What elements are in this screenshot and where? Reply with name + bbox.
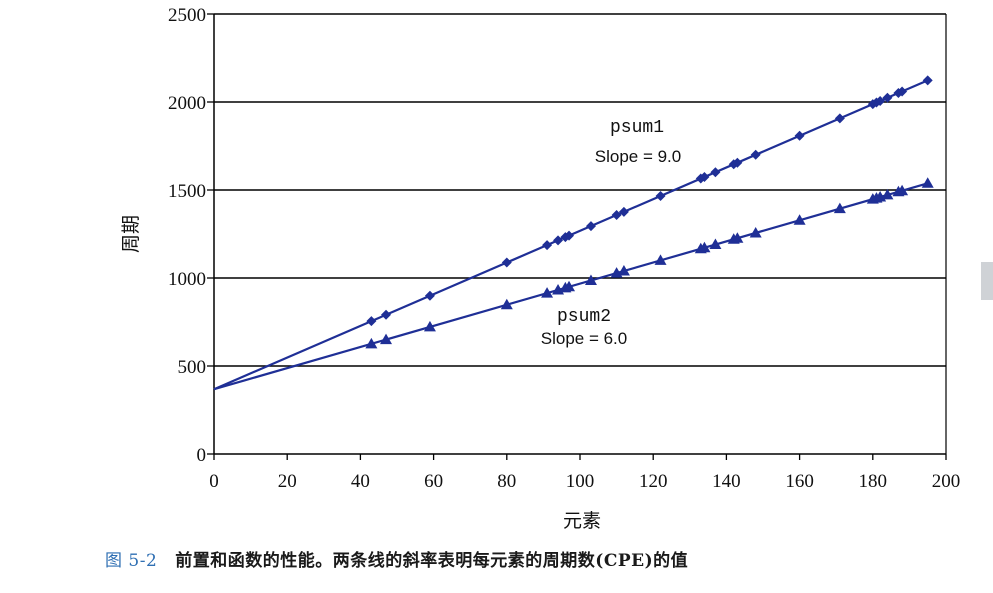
psum2-point-marker	[500, 298, 513, 310]
psum1-point-marker	[750, 149, 761, 160]
scrollbar-thumb[interactable]	[981, 262, 993, 300]
y-tick-label-0: 0	[197, 445, 207, 466]
tick-labels: 0 500 1000 1500 2000 2500 0 20 40 60 80 100 120 140 16…	[168, 5, 960, 492]
gridlines	[214, 13, 946, 367]
psum1-point-marker	[710, 167, 721, 178]
x-tick-label-160: 160	[785, 471, 814, 492]
psum1-point-marker	[732, 157, 743, 168]
series-label-psum1: psum1	[610, 118, 664, 138]
psum2-point-marker	[654, 254, 667, 265]
axes	[207, 13, 947, 460]
y-tick-label-2500: 2500	[168, 5, 206, 26]
psum2-point-marker	[896, 184, 909, 196]
figure-number: 图 5-2	[105, 551, 158, 571]
psum2-point-marker	[793, 214, 806, 225]
x-tick-label-80: 80	[497, 471, 516, 492]
psum2-point-marker	[584, 274, 597, 285]
y-tick-label-1500: 1500	[168, 181, 206, 202]
y-tick-label-2000: 2000	[168, 93, 206, 114]
figure-caption: 图 5-2 前置和函数的性能。两条线的斜率表明每元素的周期数(CPE)的值	[105, 546, 688, 571]
psum2-point-marker	[749, 226, 762, 238]
psum1-point-marker	[875, 95, 886, 106]
x-tick-label-200: 200	[932, 471, 961, 492]
x-tick-label-120: 120	[639, 471, 668, 492]
series-slope-psum1: Slope = 9.0	[595, 147, 682, 166]
psum1-point-marker	[618, 206, 629, 217]
x-tick-label-100: 100	[566, 471, 595, 492]
psum1-point-marker	[553, 235, 564, 246]
psum1-point-marker	[897, 86, 908, 97]
chart: 0 500 1000 1500 2000 2500 0 20 40 60 80 100 120 140 16…	[120, 5, 960, 532]
psum1-point-marker	[794, 130, 805, 141]
psum1-point-marker	[585, 221, 596, 232]
data-points	[365, 75, 934, 349]
series-slope-psum2: Slope = 6.0	[541, 329, 628, 348]
psum2-point-marker	[731, 232, 744, 243]
x-axis-label: 元素	[563, 510, 601, 532]
psum2-point-marker	[833, 202, 846, 214]
psum1-point-marker	[424, 290, 435, 301]
psum1-point-marker	[699, 171, 710, 182]
x-tick-label-40: 40	[351, 471, 370, 492]
psum1-point-marker	[542, 240, 553, 251]
y-tick-label-1000: 1000	[168, 269, 206, 290]
psum2-point-marker	[365, 337, 378, 349]
psum2-point-marker	[541, 287, 554, 298]
x-tick-label-60: 60	[424, 471, 443, 492]
y-tick-label-500: 500	[178, 357, 207, 378]
psum2-point-marker	[617, 264, 630, 276]
psum1-point-marker	[366, 316, 377, 327]
psum1-point-marker	[922, 75, 933, 86]
psum1-point-marker	[834, 113, 845, 124]
psum1-point-marker	[611, 209, 622, 220]
x-tick-label-140: 140	[712, 471, 741, 492]
psum2-point-marker	[380, 333, 393, 345]
psum2-point-marker	[881, 188, 894, 200]
psum2-point-marker	[698, 241, 711, 253]
psum2-point-marker	[709, 238, 722, 250]
caption-text: 前置和函数的性能。两条线的斜率表明每元素的周期数(CPE)的值	[175, 551, 689, 571]
series-label-psum2: psum2	[557, 307, 611, 327]
x-tick-label-180: 180	[859, 471, 888, 492]
x-tick-label-20: 20	[278, 471, 297, 492]
y-axis-label: 周期	[120, 215, 142, 253]
psum2-point-marker	[921, 177, 934, 188]
psum1-point-marker	[882, 92, 893, 103]
psum1-point-marker	[501, 257, 512, 268]
psum1-point-marker	[655, 190, 666, 201]
psum2-point-marker	[563, 280, 576, 292]
psum2-point-marker	[423, 320, 436, 332]
x-tick-label-0: 0	[209, 471, 219, 492]
psum1-point-marker	[381, 309, 392, 320]
psum1-point-marker	[564, 230, 575, 241]
